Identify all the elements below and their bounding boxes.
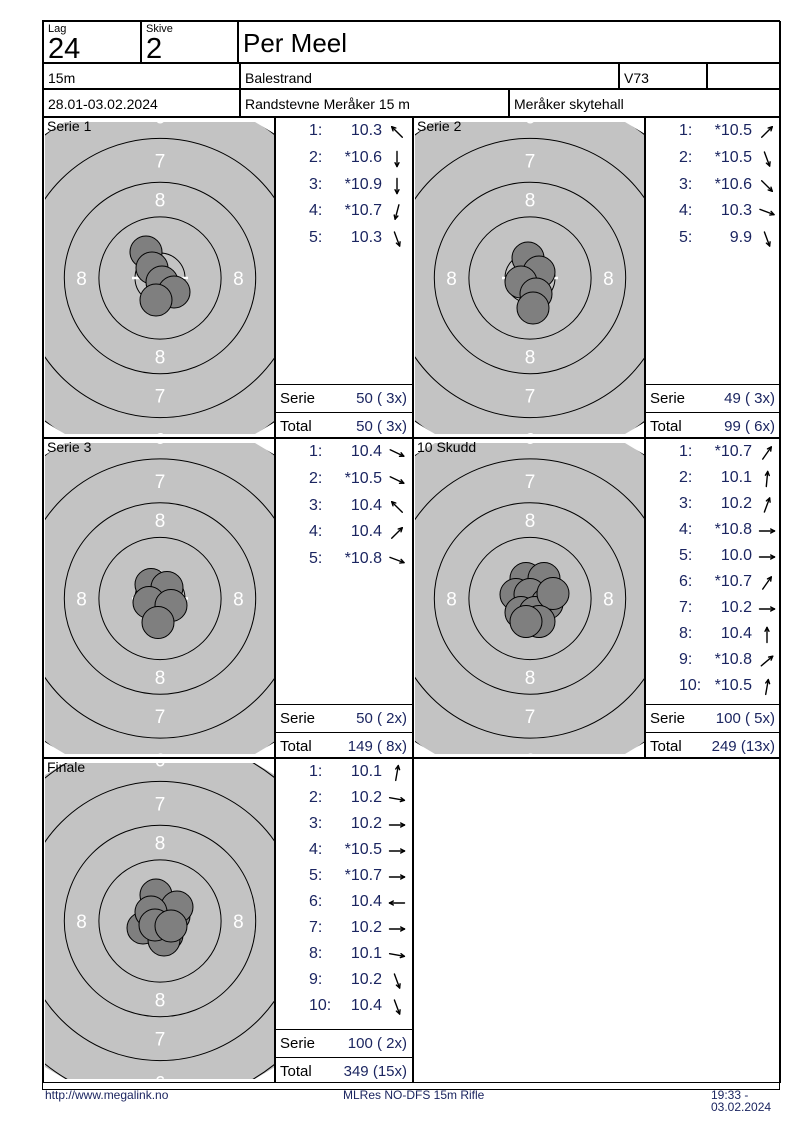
svg-text:8: 8 [155, 191, 166, 212]
svg-text:7: 7 [525, 707, 536, 728]
svg-text:8: 8 [525, 347, 536, 368]
svg-text:8: 8 [155, 347, 166, 368]
svg-text:8: 8 [525, 511, 536, 532]
svg-text:8: 8 [603, 269, 614, 290]
svg-text:7: 7 [155, 707, 166, 728]
svg-text:6: 6 [155, 763, 166, 772]
svg-text:8: 8 [233, 269, 244, 290]
svg-text:8: 8 [233, 590, 244, 611]
svg-text:6: 6 [155, 443, 166, 449]
svg-text:8: 8 [155, 668, 166, 689]
svg-text:6: 6 [525, 431, 536, 435]
svg-text:7: 7 [155, 472, 166, 493]
svg-text:7: 7 [155, 1030, 166, 1051]
svg-text:8: 8 [525, 191, 536, 212]
svg-text:6: 6 [155, 122, 166, 129]
svg-text:6: 6 [155, 751, 166, 754]
svg-text:6: 6 [155, 1074, 166, 1080]
svg-text:8: 8 [76, 590, 87, 611]
svg-text:7: 7 [155, 794, 166, 815]
svg-text:8: 8 [155, 990, 166, 1011]
svg-text:7: 7 [525, 387, 536, 408]
svg-text:6: 6 [525, 751, 536, 754]
svg-text:6: 6 [525, 122, 536, 129]
svg-text:8: 8 [525, 668, 536, 689]
svg-text:8: 8 [233, 912, 244, 933]
svg-text:7: 7 [525, 472, 536, 493]
svg-text:8: 8 [446, 590, 457, 611]
svg-text:8: 8 [76, 269, 87, 290]
svg-text:8: 8 [155, 511, 166, 532]
svg-text:6: 6 [525, 443, 536, 449]
svg-text:6: 6 [155, 431, 166, 435]
svg-text:7: 7 [525, 151, 536, 172]
svg-text:8: 8 [76, 912, 87, 933]
svg-text:7: 7 [155, 151, 166, 172]
svg-text:7: 7 [155, 387, 166, 408]
svg-text:8: 8 [155, 834, 166, 855]
svg-text:8: 8 [603, 590, 614, 611]
svg-text:8: 8 [446, 269, 457, 290]
